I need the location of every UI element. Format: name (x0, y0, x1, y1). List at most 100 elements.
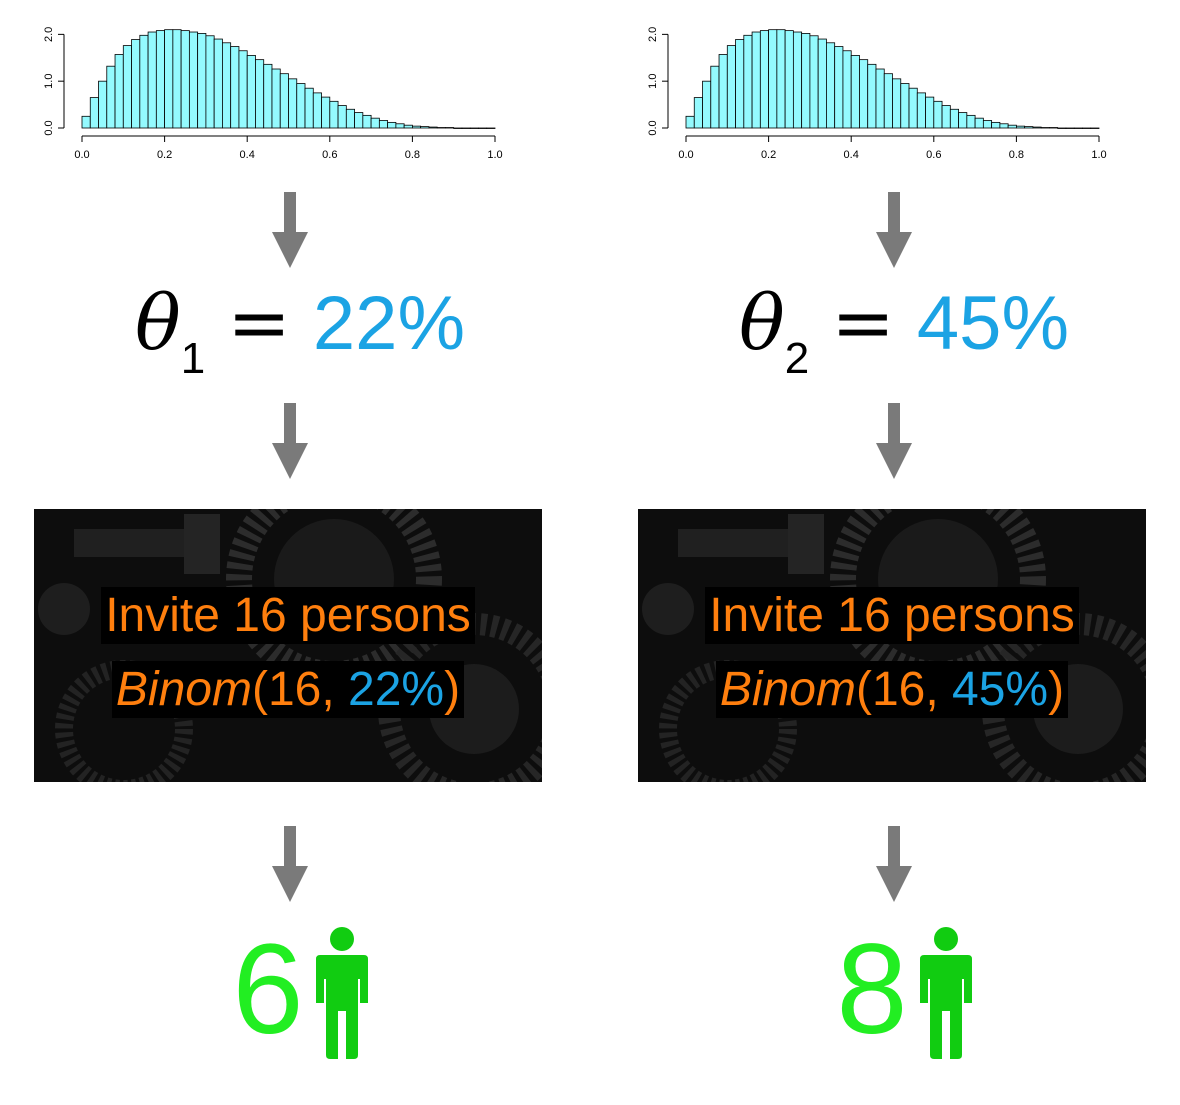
binom-fn: Binom (115, 663, 252, 716)
person-icon (315, 927, 368, 1059)
histogram-bar (867, 63, 877, 129)
histogram-bar (1057, 127, 1067, 129)
down-arrow-icon (876, 403, 912, 479)
invite-text: Invite 16 persons (101, 587, 475, 644)
histogram-bar (312, 92, 322, 129)
histogram-bar (784, 30, 794, 129)
histogram-bar (395, 123, 405, 129)
histogram-bar (164, 29, 174, 129)
histogram-bar (147, 31, 157, 129)
histogram-bar (875, 68, 885, 129)
histogram-bar (279, 73, 289, 129)
histogram-bar (974, 117, 984, 129)
binom-formula: Binom(16, 22%) (111, 661, 465, 718)
histogram-bar (230, 46, 240, 129)
down-arrow-icon (876, 826, 912, 902)
x-tick-label: 1.0 (1091, 149, 1106, 161)
y-tick-label: 1.0 (43, 74, 55, 89)
x-tick-label: 0.4 (844, 149, 859, 161)
histogram-bar (685, 115, 695, 129)
result: 8 (624, 925, 1180, 1059)
theta-equation: θ2 = 45% (624, 278, 1180, 383)
histogram-bar (420, 126, 430, 129)
binom-close: ) (1048, 663, 1065, 716)
histogram-bar (809, 35, 819, 129)
histogram-bar (801, 33, 811, 129)
histogram-bar (329, 100, 339, 129)
x-tick-label: 0.8 (1009, 149, 1024, 161)
x-tick-label: 0.0 (678, 149, 693, 161)
histogram-bar (370, 117, 380, 129)
histogram-bar (428, 126, 438, 129)
histogram-bar (469, 127, 479, 129)
histogram-bar (1073, 127, 1083, 129)
histogram-bar (238, 50, 248, 129)
histogram-bar (304, 87, 314, 129)
histogram-bar (900, 83, 910, 129)
histogram-bar (255, 59, 265, 129)
histogram-bar (850, 55, 860, 129)
histogram-bar (387, 121, 397, 129)
histogram-bar (982, 120, 993, 129)
person-icon (919, 927, 972, 1059)
histogram-bar (155, 30, 165, 129)
histogram-bar (246, 55, 256, 129)
equals-sign: = (227, 278, 291, 367)
theta-index: 2 (784, 334, 810, 383)
x-tick-label: 0.8 (405, 149, 420, 161)
down-arrow-icon (272, 403, 308, 479)
histogram-bar (693, 97, 703, 129)
histogram-bar (958, 112, 968, 129)
machine-line2: Binom(16, 22%) (34, 659, 542, 721)
binom-pct: 22% (348, 663, 445, 716)
histogram-bar (999, 123, 1009, 129)
histogram-bar (1024, 126, 1034, 129)
theta-index: 1 (180, 334, 206, 383)
histogram-bar (991, 121, 1001, 129)
histogram-bar (718, 54, 728, 129)
result-count: 6 (232, 918, 304, 1061)
binomial-machine: Invite 16 persons Binom(16, 22%) (34, 509, 542, 782)
histogram-bar (197, 33, 207, 129)
histogram-bar (842, 50, 852, 129)
histogram-bar (759, 30, 769, 129)
histogram-bar (792, 31, 803, 129)
histogram-bar (735, 39, 745, 129)
machine-line1: Invite 16 persons (34, 585, 542, 647)
binomial-machine: Invite 16 persons Binom(16, 45%) (638, 509, 1146, 782)
histogram-bar (453, 127, 463, 129)
invite-text: Invite 16 persons (705, 587, 1079, 644)
histogram-bar (834, 46, 844, 129)
histogram-bar (271, 68, 281, 129)
histogram-bar (98, 80, 108, 129)
y-tick-label: 2.0 (43, 27, 55, 42)
panel-right: 0.0 0.2 0.4 0.6 0.8 1.0 0.0 1.0 2.0 θ2 = 45% Invit… (624, 0, 1180, 1105)
equals-sign: = (831, 278, 895, 367)
histogram-bar (892, 78, 902, 129)
histogram-bar (949, 108, 959, 129)
binom-formula: Binom(16, 45%) (715, 661, 1069, 718)
histogram-bar (883, 73, 893, 129)
histogram-bar (403, 124, 413, 129)
histogram-bar (1032, 126, 1042, 129)
binom-pct: 45% (952, 663, 1049, 716)
y-tick-label: 0.0 (647, 120, 659, 135)
histogram-bar (776, 29, 786, 129)
histogram-bar (1040, 127, 1050, 129)
histogram-bar (1015, 125, 1026, 129)
histogram-bar (1065, 127, 1075, 129)
histogram-bar (768, 29, 778, 129)
histogram-bar (710, 65, 720, 129)
theta-symbol: θ (134, 278, 181, 367)
histogram-bar (296, 83, 306, 129)
histogram-bar (1082, 127, 1092, 129)
binom-close: ) (444, 663, 461, 716)
histogram-bar (172, 29, 182, 129)
histogram-bar (122, 45, 132, 129)
x-tick-label: 0.4 (240, 149, 255, 161)
theta-value: 22% (312, 281, 466, 366)
x-tick-label: 1.0 (487, 149, 502, 161)
down-arrow-icon (876, 192, 912, 268)
histogram-bar (139, 34, 149, 129)
prior-histogram: 0.0 0.2 0.4 0.6 0.8 1.0 0.0 1.0 2.0 (43, 27, 503, 161)
